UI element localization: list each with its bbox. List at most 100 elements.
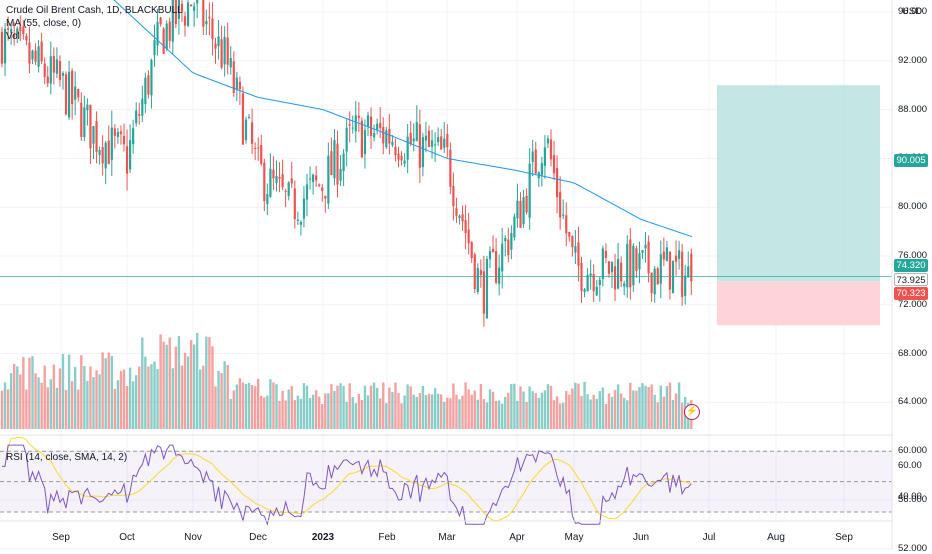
volume-bar bbox=[638, 386, 641, 429]
volume-bar bbox=[260, 395, 263, 429]
volume-bar bbox=[653, 394, 656, 429]
volume-bar bbox=[467, 389, 470, 429]
ma-legend[interactable]: MA (55, close, 0) bbox=[6, 18, 82, 29]
volume-bar bbox=[342, 386, 345, 429]
candle-body bbox=[354, 115, 357, 132]
candle-body bbox=[647, 241, 650, 274]
candle-body bbox=[659, 254, 662, 284]
time-tick-label: Jul bbox=[702, 532, 716, 543]
candle-body bbox=[571, 235, 574, 248]
volume-bar bbox=[113, 388, 117, 429]
volume-bar bbox=[412, 394, 415, 429]
lightning-icon[interactable]: ⚡ bbox=[684, 404, 700, 420]
candle-body bbox=[638, 253, 641, 270]
candle-body bbox=[678, 250, 681, 260]
candle-body bbox=[43, 63, 46, 77]
volume-bar bbox=[531, 391, 534, 429]
candle-body bbox=[141, 98, 144, 116]
volume-bar bbox=[595, 398, 598, 429]
candle-body bbox=[559, 192, 562, 218]
candle-body bbox=[458, 215, 461, 219]
volume-bar bbox=[540, 392, 544, 429]
candle-body bbox=[150, 59, 153, 96]
volume-bar bbox=[208, 337, 211, 429]
candle-body bbox=[531, 151, 534, 162]
candle-body bbox=[308, 178, 312, 180]
candle-body bbox=[546, 138, 550, 144]
price-tick-label: 68.000 bbox=[898, 347, 928, 359]
candle-body bbox=[397, 153, 400, 160]
candle-body bbox=[55, 59, 58, 74]
volume-bar bbox=[382, 382, 385, 429]
candle-body bbox=[251, 122, 254, 144]
vol-legend[interactable]: Vol bbox=[6, 31, 20, 42]
price-tick-label: 88.000 bbox=[898, 103, 928, 115]
candle-body bbox=[159, 17, 162, 25]
candle-body bbox=[674, 255, 678, 262]
candle-body bbox=[507, 239, 510, 256]
candle-body bbox=[406, 136, 409, 160]
rsi-legend[interactable]: RSI (14, close, SMA, 14, 2) bbox=[6, 452, 128, 463]
volume-bar bbox=[607, 393, 611, 429]
volume-bar bbox=[571, 388, 574, 429]
volume-bar bbox=[488, 389, 492, 429]
volume-bar bbox=[601, 387, 605, 429]
volume-bar bbox=[632, 390, 635, 429]
volume-bar bbox=[330, 384, 333, 429]
volume-bar bbox=[598, 391, 601, 429]
volume-bar bbox=[482, 399, 486, 429]
candle-body bbox=[13, 33, 16, 38]
candle-body bbox=[266, 194, 269, 205]
candle-body bbox=[421, 137, 424, 168]
candle-body bbox=[214, 43, 217, 49]
candle-body bbox=[589, 273, 592, 276]
volume-bar bbox=[180, 365, 184, 429]
candle-body bbox=[491, 248, 495, 253]
candle-body bbox=[623, 283, 626, 287]
volume-bar bbox=[196, 332, 199, 429]
volume-bar bbox=[406, 384, 409, 429]
candle-body bbox=[287, 182, 290, 196]
candle-body bbox=[241, 93, 245, 145]
candle-body bbox=[534, 149, 537, 174]
volume-bar bbox=[403, 395, 406, 429]
long-position-tool[interactable] bbox=[717, 85, 880, 326]
candle-body bbox=[144, 77, 147, 104]
candle-body bbox=[83, 107, 86, 138]
volume-bar bbox=[470, 394, 473, 429]
candle-body bbox=[98, 150, 101, 155]
volume-bar bbox=[186, 356, 190, 429]
volume-bar bbox=[455, 394, 458, 429]
volume-bar bbox=[70, 381, 74, 429]
volume-bar bbox=[339, 383, 342, 429]
candle-body bbox=[418, 124, 421, 168]
candle-body bbox=[244, 119, 248, 141]
volume-bar bbox=[400, 403, 403, 429]
candle-body bbox=[22, 26, 25, 34]
volume-bar bbox=[510, 383, 513, 429]
candle-body bbox=[110, 127, 113, 160]
candle-body bbox=[125, 146, 129, 174]
volume-bar bbox=[89, 366, 92, 429]
candle-body bbox=[519, 200, 522, 228]
currency-label[interactable]: USD bbox=[902, 6, 923, 17]
candle-body bbox=[10, 29, 13, 33]
volume-bar bbox=[421, 385, 425, 429]
volume-bar bbox=[623, 397, 626, 429]
candle-body bbox=[403, 160, 406, 164]
candle-body bbox=[556, 168, 559, 198]
volume-bar bbox=[357, 393, 361, 429]
candle-body bbox=[235, 77, 238, 90]
volume-bar bbox=[491, 391, 495, 429]
candle-body bbox=[687, 266, 690, 278]
price-tick-label: 80.000 bbox=[898, 201, 928, 213]
volume-bar bbox=[604, 403, 608, 429]
candle-body bbox=[485, 258, 489, 319]
volume-bar bbox=[311, 394, 315, 429]
volume-bar bbox=[275, 384, 278, 429]
candle-body bbox=[400, 155, 403, 161]
candle-body bbox=[217, 36, 220, 47]
symbol-legend[interactable]: Crude Oil Brent Cash, 1D, BLACKBULL bbox=[6, 5, 183, 16]
candle-body bbox=[574, 246, 577, 253]
